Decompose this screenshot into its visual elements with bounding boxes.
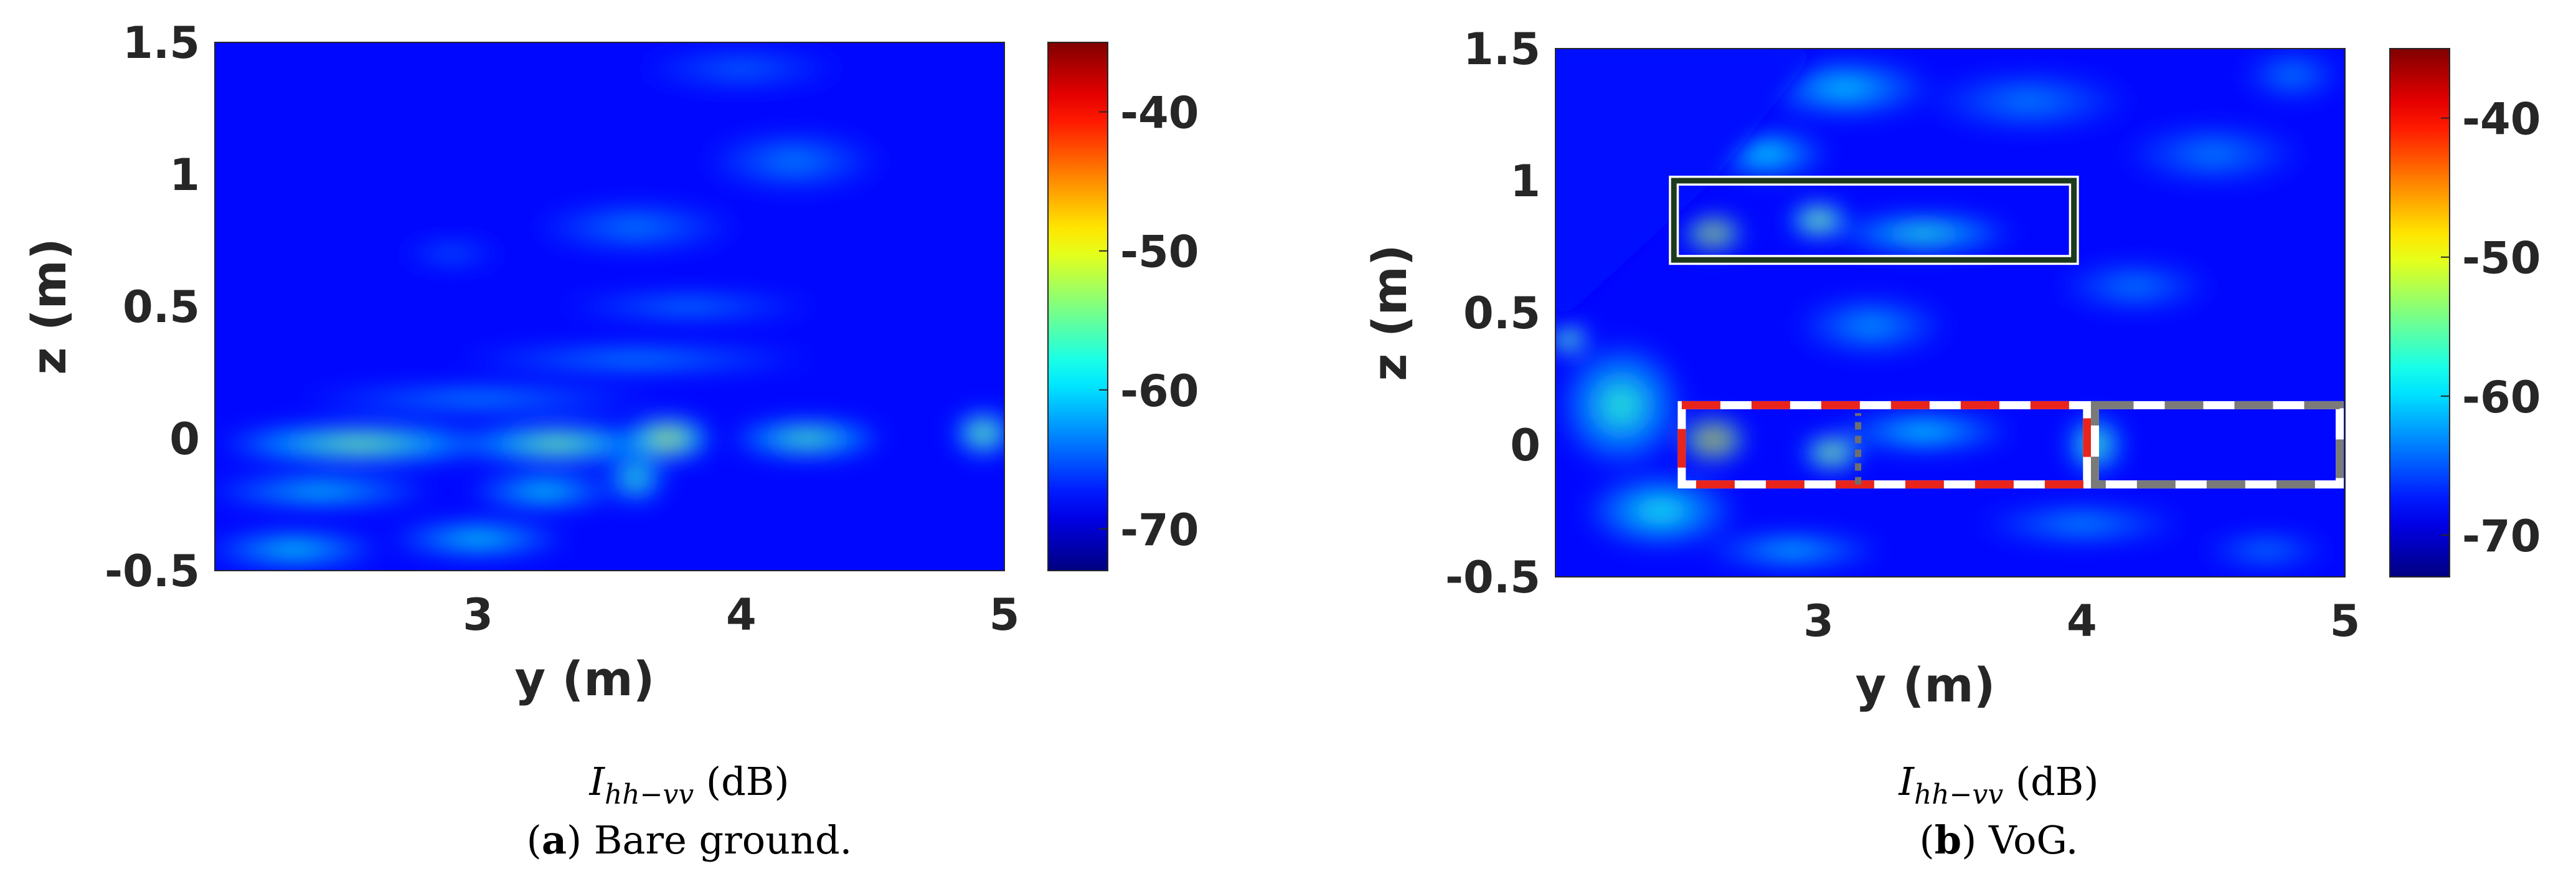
caption-panel: (a) Bare ground. bbox=[527, 817, 852, 863]
heatmap-cell bbox=[451, 346, 821, 373]
plot-frame bbox=[1555, 48, 2346, 577]
heatmap-cell bbox=[1831, 410, 2016, 453]
colorbar-tick-label: -50 bbox=[1120, 227, 1199, 278]
colorbar-tick-label: -40 bbox=[2462, 94, 2541, 145]
x-tick-label: 4 bbox=[2067, 596, 2097, 647]
heatmap-cell bbox=[728, 417, 886, 460]
heatmap-cell bbox=[385, 520, 570, 558]
colorbar-tick-label: -50 bbox=[2462, 233, 2541, 284]
heatmap-cell bbox=[451, 422, 663, 465]
heatmap-area bbox=[1555, 49, 2345, 577]
heatmap-mask bbox=[1555, 49, 1819, 326]
heatmap-cell bbox=[1786, 201, 1851, 239]
y-tick-label: 1.5 bbox=[123, 17, 200, 69]
heatmap-cell bbox=[1923, 69, 2135, 133]
heatmap-cell bbox=[1582, 471, 1740, 551]
heatmap-cell bbox=[399, 240, 504, 267]
x-tick-label: 3 bbox=[463, 589, 493, 640]
y-tick-label: 1 bbox=[1510, 156, 1540, 207]
panel-description: VoG. bbox=[1976, 817, 2078, 863]
quantity-subscript: hh−vv bbox=[1914, 779, 2003, 810]
heatmap-cell bbox=[2055, 260, 2214, 313]
panel-b: 3 4 5 -0.5 0 0.5 1 1.5 y (m) z (m) -40 -50 -60 -70 Ihh… bbox=[1362, 24, 2541, 863]
heatmap-cell bbox=[1555, 339, 1687, 472]
heatmap-area bbox=[215, 42, 1004, 571]
heatmap-cell bbox=[1700, 531, 1885, 569]
heatmap-cell bbox=[1792, 294, 1950, 358]
heatmap-cell bbox=[215, 475, 439, 508]
heatmap-cell bbox=[2200, 531, 2332, 569]
heatmap-cell bbox=[620, 414, 715, 463]
x-axis-label: y (m) bbox=[515, 651, 655, 706]
caption-quantity: Ihh−vv (dB) bbox=[588, 759, 789, 810]
colorbar-tick-label: -60 bbox=[2462, 372, 2541, 423]
heatmap-cell bbox=[701, 129, 886, 193]
heatmap-cell bbox=[465, 473, 623, 510]
caption-quantity: Ihh−vv (dB) bbox=[1898, 759, 2098, 810]
y-tick-label: 1.5 bbox=[1463, 24, 1540, 75]
panel-description: Bare ground. bbox=[582, 817, 852, 863]
x-tick-label: 3 bbox=[1803, 596, 1834, 647]
x-tick-label: 4 bbox=[726, 589, 757, 640]
heatmap-cell bbox=[531, 201, 742, 254]
x-tick-label: 5 bbox=[2330, 596, 2361, 647]
caption-panel: (b) VoG. bbox=[1920, 817, 2078, 863]
heatmap-cell bbox=[636, 47, 847, 90]
heatmap-cell bbox=[2121, 122, 2306, 186]
plot-frame bbox=[214, 42, 1005, 571]
heatmap-cell bbox=[1976, 503, 2187, 546]
y-tick-label: 0.5 bbox=[1463, 288, 1540, 339]
panel-letter: a bbox=[542, 817, 567, 863]
y-axis-label: z (m) bbox=[1362, 244, 1417, 381]
x-axis-label: y (m) bbox=[1856, 657, 1996, 713]
annotation-box-gray-dashed bbox=[2090, 401, 2344, 489]
y-axis-label: z (m) bbox=[21, 238, 77, 374]
y-tick-label: 1 bbox=[169, 150, 200, 201]
heatmap-cell bbox=[1681, 215, 1745, 252]
heatmap-cell bbox=[293, 386, 663, 412]
colorbar-tick-label: -60 bbox=[1120, 366, 1199, 417]
quantity-unit: (dB) bbox=[2003, 759, 2098, 804]
y-tick-label: 0 bbox=[1510, 420, 1540, 471]
heatmap-cell bbox=[1679, 416, 1748, 463]
heatmap-cell bbox=[557, 293, 821, 320]
colorbar-tick-label: -70 bbox=[1120, 505, 1199, 556]
panel-a: 3 4 5 -0.5 0 0.5 1 1.5 y (m) z (m) -40 -50 -60 -70 Ihh… bbox=[21, 17, 1199, 863]
heatmap-cell bbox=[215, 422, 504, 465]
y-tick-label: 0.5 bbox=[123, 282, 200, 333]
annotation-box-red-dashed bbox=[1677, 401, 2092, 489]
y-tick-label: -0.5 bbox=[105, 546, 200, 597]
colorbar-tick-label: -40 bbox=[1120, 88, 1199, 139]
quantity-unit: (dB) bbox=[694, 759, 789, 804]
heatmap-cell bbox=[951, 409, 1004, 457]
y-tick-label: 0 bbox=[169, 414, 200, 465]
heatmap-cell bbox=[604, 452, 668, 505]
x-tick-label: 5 bbox=[989, 589, 1020, 640]
heatmap-cell bbox=[2239, 49, 2345, 102]
heatmap-cell bbox=[1831, 212, 2016, 255]
heatmap-cell bbox=[1555, 323, 1590, 355]
heatmap-cell bbox=[1800, 434, 1864, 472]
colorbar-tick-label: -70 bbox=[2462, 511, 2541, 562]
quantity-symbol: I bbox=[588, 759, 605, 804]
heatmap-cell bbox=[215, 531, 386, 568]
colorbar bbox=[1047, 42, 1108, 571]
colorbar bbox=[2389, 48, 2450, 577]
quantity-subscript: hh−vv bbox=[605, 779, 694, 810]
quantity-symbol: I bbox=[1898, 759, 1915, 804]
panel-letter: b bbox=[1935, 817, 1961, 863]
annotation-box-solid bbox=[1671, 178, 2077, 263]
y-tick-label: -0.5 bbox=[1445, 552, 1540, 603]
